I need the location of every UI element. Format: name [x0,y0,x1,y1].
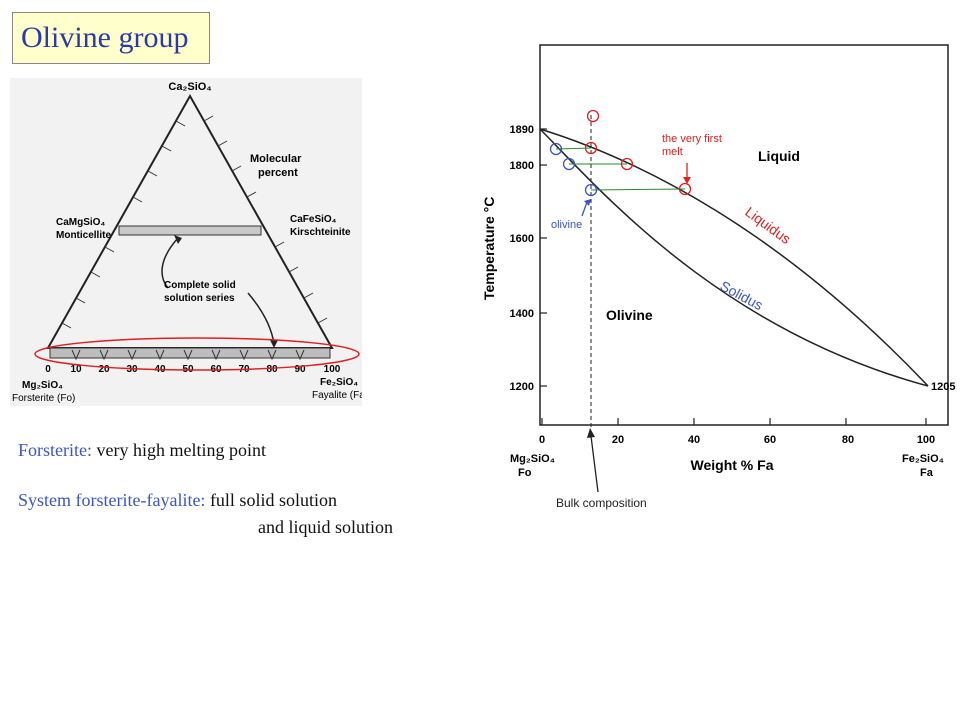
x-axis-ticks [541,418,927,425]
right-side-ticks [203,115,328,324]
right-end-formula: Fe₂SiO₄ [902,453,944,465]
svg-text:1800: 1800 [510,160,534,172]
slide-title: Olivine group [12,12,210,64]
note-system-label: System forsterite-fayalite: [18,490,206,510]
svg-text:100: 100 [917,434,935,446]
olivine-note-label: olivine [551,219,582,231]
x-tick-labels: 0 20 40 60 80 100 [539,434,935,446]
liquidus-curve [539,128,929,387]
molecular-label-2: percent [258,167,298,179]
solidus-label: Solidus [718,278,766,314]
forsterite-name: Forsterite (Fo) [12,393,75,404]
apex-label: Ca₂SiO₄ [168,81,211,93]
phase-diagram-frame [539,44,949,426]
svg-text:1890: 1890 [510,124,534,136]
molecular-label-1: Molecular [250,153,302,165]
liquid-field-label: Liquid [758,148,800,164]
solid-solution-label-2: solution series [164,293,235,304]
note-forsterite: Forsterite: very high melting point [18,440,266,461]
fayalite-formula: Fe₂SiO₄ [320,377,358,388]
note-forsterite-label: Forsterite: [18,440,92,460]
svg-text:0: 0 [539,434,545,446]
svg-text:80: 80 [842,434,854,446]
svg-text:1200: 1200 [510,381,534,393]
note-system: System forsterite-fayalite: full solid s… [18,490,337,511]
right-temperature-label: 1205 [931,381,955,393]
band-arrow [161,237,179,289]
monticellite-name: Monticellite [56,230,111,241]
svg-text:1600: 1600 [510,233,534,245]
melt-circles [584,109,692,196]
bulk-arrow [590,435,599,493]
monticellite-kirschteinite-band [118,225,262,236]
svg-text:20: 20 [612,434,624,446]
forsterite-formula: Mg₂SiO₄ [22,380,63,391]
y-tick-labels: 1200 1400 1600 1800 1890 [510,124,534,393]
kirschteinite-formula: CaFeSiO₄ [290,214,337,225]
note-system-cont: and liquid solution [258,517,393,537]
left-end-abbr: Fo [518,467,532,479]
y-axis-title: Temperature °C [481,197,497,300]
first-melt-label-2: melt [662,146,683,158]
kirschteinite-name: Kirschteinite [290,227,351,238]
svg-text:1400: 1400 [510,308,534,320]
bulk-composition-label: Bulk composition [556,496,647,510]
monticellite-formula: CaMgSiO₄ [56,217,105,228]
fayalite-name: Fayalite (Fa) [312,390,362,401]
svg-text:40: 40 [688,434,700,446]
first-melt-label-1: the very first [662,133,722,145]
liquidus-label: Liquidus [742,203,794,247]
olivine-arrow [581,201,588,217]
left-end-formula: Mg₂SiO₄ [510,453,555,465]
olivine-circles [549,142,598,197]
svg-text:60: 60 [764,434,776,446]
note-forsterite-text: very high melting point [96,440,266,460]
solid-solution-label-1: Complete solid [164,280,236,291]
x-axis-title: Weight % Fa [691,457,774,473]
right-end-abbr: Fa [920,467,934,479]
olivine-field-label: Olivine [606,307,653,323]
left-side-ticks [61,120,186,329]
note-system-text: full solid solution [209,490,337,510]
solidus-curve [539,128,929,387]
y-axis-ticks [540,128,547,387]
